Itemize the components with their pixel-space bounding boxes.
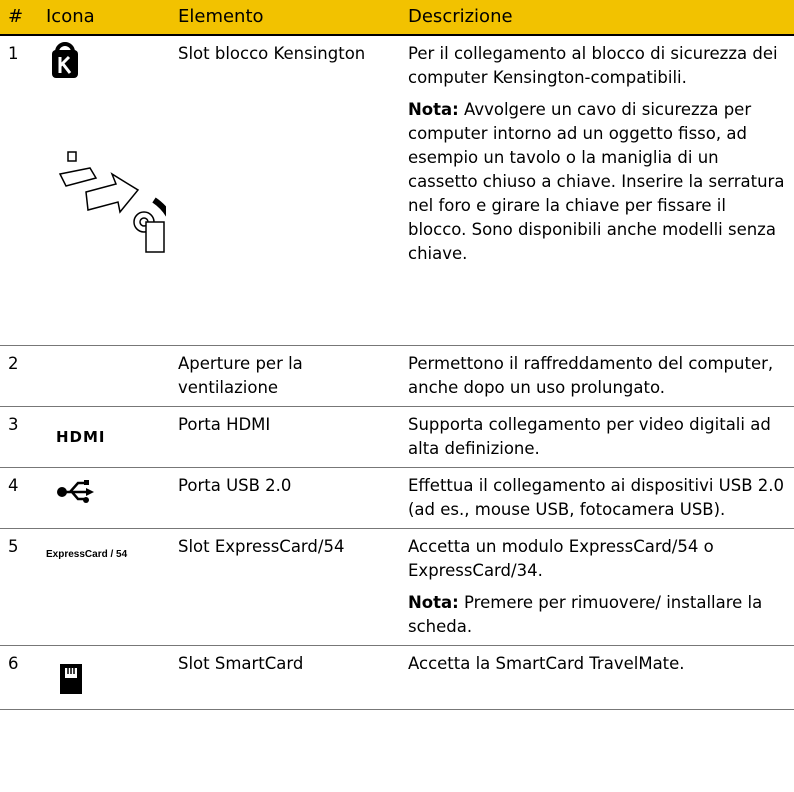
- header-cell: Icona: [38, 0, 170, 36]
- note-label: Nota:: [408, 100, 459, 119]
- description-text: Premere per rimuovere/ installare la sch…: [408, 593, 763, 636]
- note-label: Nota:: [408, 593, 459, 612]
- icon-cell: HDMI: [38, 406, 170, 468]
- row-number: 5: [0, 528, 38, 646]
- description-text: Accetta la SmartCard TravelMate.: [408, 654, 685, 673]
- row-number: 1: [0, 35, 38, 346]
- smartcard-icon: [60, 664, 82, 694]
- kensington-icon: [52, 42, 180, 271]
- expresscard-label: ExpressCard / 54: [46, 549, 128, 560]
- description-paragraph: Per il collegamento al blocco di sicurez…: [408, 42, 786, 90]
- table-row: 5 ExpressCard / 54 Slot ExpressCard/54 Acce…: [0, 528, 794, 646]
- element-name: Porta USB 2.0: [170, 467, 400, 529]
- table-row: 6 Slot SmartCard Accetta la SmartCard Trav…: [0, 645, 794, 710]
- description-cell: Effettua il collegamento ai dispositivi …: [400, 467, 794, 529]
- description-text: Accetta un modulo ExpressCard/54 o Expre…: [408, 537, 714, 580]
- description-text: Permettono il raffreddamento del compute…: [408, 354, 774, 397]
- description-paragraph: Accetta un modulo ExpressCard/54 o Expre…: [408, 535, 786, 583]
- description-cell: Accetta un modulo ExpressCard/54 o Expre…: [400, 528, 794, 646]
- element-name: Porta HDMI: [170, 406, 400, 468]
- icon-cell: [38, 467, 170, 529]
- description-cell: Supporta collegamento per video digitali…: [400, 406, 794, 468]
- description-paragraph: Nota: Avvolgere un cavo di sicurezza per…: [408, 98, 786, 266]
- table-row: 2 Aperture per la ventilazione Permettono …: [0, 345, 794, 407]
- element-name: Slot ExpressCard/54: [170, 528, 400, 646]
- description-paragraph: Permettono il raffreddamento del compute…: [408, 352, 786, 400]
- row-number: 3: [0, 406, 38, 468]
- usb-icon: [57, 480, 94, 503]
- row-number: 6: [0, 645, 38, 710]
- icon-cell: [38, 645, 170, 710]
- icon-cell: ExpressCard / 54: [38, 528, 170, 646]
- table-row: 1 Slot blocco Kensington Per il collegame…: [0, 35, 794, 346]
- element-name: Aperture per la ventilazione: [170, 345, 400, 407]
- header-row: # Icona Elemento Descrizione: [0, 0, 794, 36]
- element-name: Slot blocco Kensington: [170, 35, 400, 346]
- table-body: 1 Slot blocco Kensington Per il collegame…: [0, 35, 794, 710]
- description-paragraph: Nota: Premere per rimuovere/ installare …: [408, 591, 786, 639]
- description-text: Avvolgere un cavo di sicurezza per compu…: [408, 100, 785, 263]
- row-number: 2: [0, 345, 38, 407]
- header-cell: #: [0, 0, 38, 36]
- description-cell: Per il collegamento al blocco di sicurez…: [400, 35, 794, 346]
- description-cell: Accetta la SmartCard TravelMate.: [400, 645, 794, 710]
- description-text: Supporta collegamento per video digitali…: [408, 415, 771, 458]
- description-text: Per il collegamento al blocco di sicurez…: [408, 44, 778, 87]
- description-paragraph: Effettua il collegamento ai dispositivi …: [408, 474, 786, 522]
- icon-cell: [38, 35, 180, 346]
- header-cell: Descrizione: [400, 0, 794, 36]
- description-text: Effettua il collegamento ai dispositivi …: [408, 476, 785, 519]
- table-row: 4 Porta USB 2.0 Effettua il collegamento a…: [0, 467, 794, 529]
- element-name: Slot SmartCard: [170, 645, 400, 710]
- description-cell: Permettono il raffreddamento del compute…: [400, 345, 794, 407]
- description-paragraph: Accetta la SmartCard TravelMate.: [408, 652, 786, 676]
- description-paragraph: Supporta collegamento per video digitali…: [408, 413, 786, 461]
- row-number: 4: [0, 467, 38, 529]
- component-table: # Icona Elemento Descrizione 1 Slot bloc…: [0, 0, 794, 710]
- header-cell: Elemento: [170, 0, 400, 36]
- icon-cell: [38, 345, 170, 407]
- hdmi-logo: HDMI: [56, 428, 106, 446]
- table-row: 3 HDMI Porta HDMI Supporta collegamento per…: [0, 406, 794, 468]
